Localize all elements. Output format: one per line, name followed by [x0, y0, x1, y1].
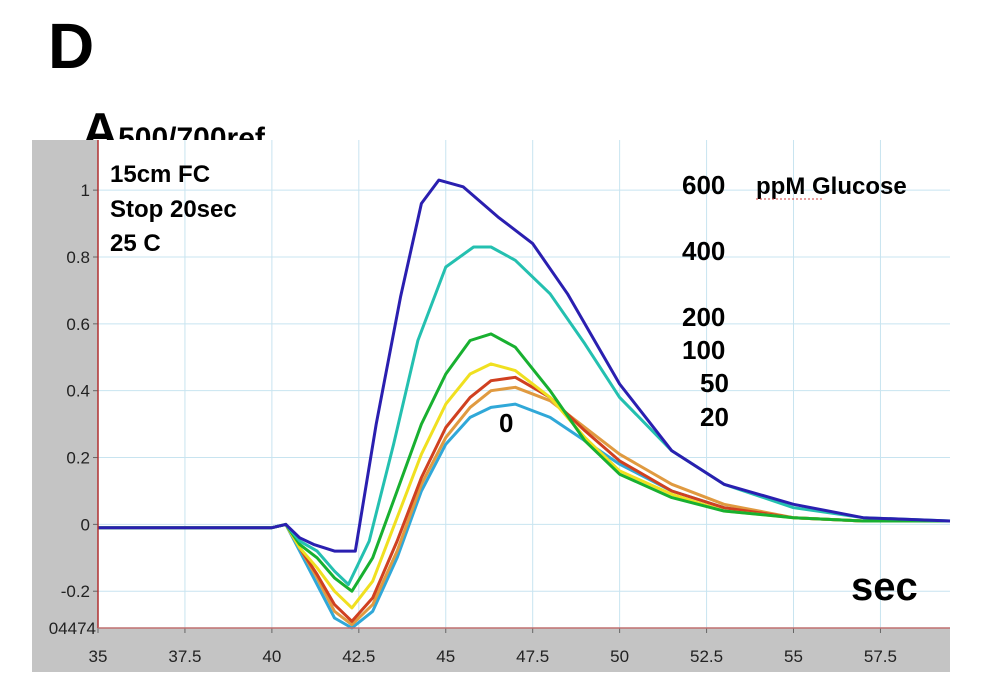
series-label-400: 400	[682, 236, 725, 266]
x-tick-label: 57.5	[864, 647, 897, 666]
series-label-100: 100	[682, 335, 725, 365]
chart-frame-left	[32, 140, 98, 672]
x-tick-label: 40	[262, 647, 281, 666]
y-tick-label: 0.8	[66, 248, 90, 267]
series-line-50	[98, 375, 950, 623]
x-tick-label: 55	[784, 647, 803, 666]
x-tick-label: 50	[610, 647, 629, 666]
series-label-600: 600	[682, 170, 725, 200]
y-tick-label: 0.2	[66, 449, 90, 468]
y-tick-label: -0.2	[61, 582, 90, 601]
x-axis-ticks: 35 37.5 40 42.5 45 47.5 50 52.5 55 57.5	[89, 628, 897, 666]
series-line-100	[98, 362, 950, 610]
y-bottom-label: 04474	[49, 619, 96, 638]
x-tick-label: 52.5	[690, 647, 723, 666]
y-tick-label: 1	[81, 181, 90, 200]
x-tick-label: 42.5	[342, 647, 375, 666]
y-tick-label: 0	[81, 515, 90, 534]
chart-frame-bottom	[32, 628, 950, 672]
series-label-50: 50	[700, 368, 729, 398]
annotation-line-3: 25 C	[110, 230, 161, 257]
x-tick-label: 47.5	[516, 647, 549, 666]
y-tick-label: 0.6	[66, 315, 90, 334]
annotation-line-2: Stop 20sec	[110, 196, 237, 223]
panel-label: D	[48, 10, 95, 82]
series-label-20: 20	[700, 402, 729, 432]
y-tick-label: 0.4	[66, 382, 90, 401]
series-lines	[98, 178, 951, 630]
x-tick-label: 45	[436, 647, 455, 666]
x-tick-label: 35	[89, 647, 108, 666]
x-tick-label: 37.5	[168, 647, 201, 666]
series-label-0: 0	[499, 408, 513, 438]
unit-label: ppM Glucose	[756, 173, 907, 200]
series-label-200: 200	[682, 302, 725, 332]
annotation-line-1: 15cm FC	[110, 161, 210, 188]
series-line-600	[98, 178, 951, 553]
x-axis-label: sec	[851, 565, 918, 609]
series-line-200	[98, 332, 950, 593]
y-axis-ticks: -0.2 0 0.2 0.4 0.6 0.8 1	[61, 181, 98, 601]
